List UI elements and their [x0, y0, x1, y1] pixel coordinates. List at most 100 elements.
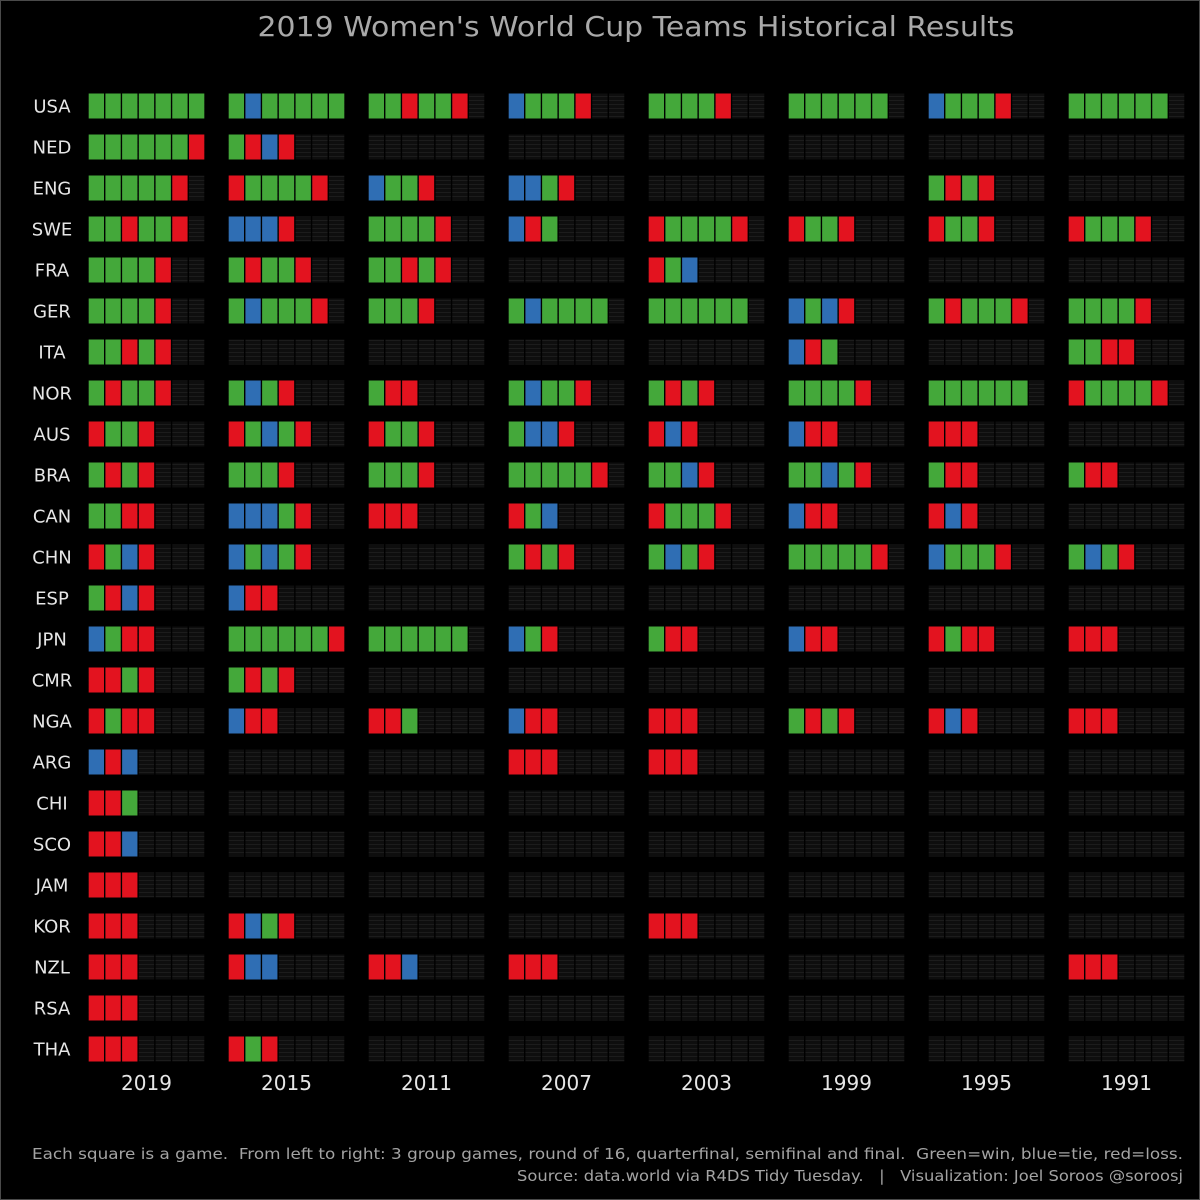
- empty-slot: [665, 585, 681, 611]
- game-square-loss: [262, 1036, 278, 1062]
- game-square-win: [648, 544, 665, 570]
- empty-slot: [608, 749, 625, 775]
- game-square-win: [122, 298, 138, 324]
- game-square-loss: [105, 585, 121, 611]
- empty-slot: [732, 995, 748, 1021]
- empty-slot: [1085, 257, 1101, 283]
- empty-slot: [312, 667, 328, 693]
- empty-slot: [542, 339, 558, 365]
- empty-slot: [715, 749, 731, 775]
- empty-slot: [822, 831, 838, 857]
- empty-slot: [138, 1036, 155, 1062]
- game-square-loss: [138, 503, 155, 529]
- empty-slot: [368, 667, 385, 693]
- empty-slot: [888, 749, 905, 775]
- empty-slot: [945, 585, 961, 611]
- game-square-win: [418, 626, 435, 652]
- empty-slot: [278, 954, 295, 980]
- team-label: FRA: [35, 261, 70, 282]
- empty-slot: [1012, 257, 1028, 283]
- game-square-loss: [262, 708, 278, 734]
- empty-slot: [435, 421, 451, 447]
- empty-slot: [822, 913, 838, 939]
- empty-slot: [592, 626, 608, 652]
- empty-slot: [1012, 421, 1028, 447]
- empty-slot: [592, 257, 608, 283]
- game-square-win: [1102, 544, 1118, 570]
- game-square-win: [542, 298, 558, 324]
- empty-slot: [592, 995, 608, 1021]
- game-square-loss: [262, 585, 278, 611]
- empty-slot: [468, 380, 485, 406]
- empty-slot: [172, 503, 188, 529]
- empty-slot: [452, 462, 468, 488]
- empty-slot: [188, 872, 205, 898]
- empty-slot: [978, 339, 995, 365]
- empty-slot: [575, 175, 591, 201]
- empty-slot: [558, 585, 575, 611]
- empty-slot: [805, 175, 821, 201]
- empty-slot: [838, 503, 855, 529]
- game-square-loss: [385, 954, 401, 980]
- game-square-win: [945, 216, 961, 242]
- year-label: 1995: [961, 1071, 1012, 1095]
- game-square-loss: [138, 544, 155, 570]
- game-square-loss: [368, 503, 385, 529]
- empty-slot: [452, 544, 468, 570]
- game-square-loss: [278, 134, 295, 160]
- empty-slot: [172, 913, 188, 939]
- empty-slot: [1135, 749, 1151, 775]
- game-square-win: [508, 462, 525, 488]
- empty-slot: [1028, 872, 1045, 898]
- game-square-win: [648, 380, 665, 406]
- game-square-win: [822, 380, 838, 406]
- empty-slot: [962, 872, 978, 898]
- empty-slot: [172, 380, 188, 406]
- game-square-loss: [928, 216, 945, 242]
- game-square-win: [542, 93, 558, 119]
- empty-slot: [748, 667, 765, 693]
- empty-slot: [368, 1036, 385, 1062]
- empty-slot: [698, 831, 715, 857]
- game-square-win: [278, 503, 295, 529]
- empty-slot: [715, 339, 731, 365]
- game-square-win: [1085, 93, 1101, 119]
- empty-slot: [402, 831, 418, 857]
- game-square-win: [1135, 93, 1151, 119]
- game-square-tie: [822, 298, 838, 324]
- game-square-loss: [665, 380, 681, 406]
- game-square-loss: [648, 749, 665, 775]
- game-square-loss: [188, 134, 205, 160]
- empty-slot: [1168, 872, 1185, 898]
- empty-slot: [1068, 1036, 1085, 1062]
- game-square-win: [138, 298, 155, 324]
- empty-slot: [525, 831, 541, 857]
- empty-slot: [295, 585, 311, 611]
- empty-slot: [1168, 298, 1185, 324]
- game-square-tie: [542, 503, 558, 529]
- empty-slot: [278, 790, 295, 816]
- game-square-win: [1068, 544, 1085, 570]
- game-square-loss: [278, 913, 295, 939]
- empty-slot: [888, 257, 905, 283]
- game-square-loss: [1068, 954, 1085, 980]
- empty-slot: [328, 913, 345, 939]
- empty-slot: [228, 790, 245, 816]
- game-square-win: [978, 93, 995, 119]
- game-square-win: [138, 175, 155, 201]
- empty-slot: [312, 421, 328, 447]
- empty-slot: [1135, 134, 1151, 160]
- empty-slot: [188, 462, 205, 488]
- game-square-tie: [928, 93, 945, 119]
- game-square-tie: [245, 954, 261, 980]
- game-square-loss: [105, 954, 121, 980]
- empty-slot: [1068, 749, 1085, 775]
- empty-slot: [995, 503, 1011, 529]
- empty-slot: [245, 749, 261, 775]
- empty-slot: [452, 503, 468, 529]
- empty-slot: [138, 913, 155, 939]
- empty-slot: [295, 995, 311, 1021]
- game-square-win: [228, 626, 245, 652]
- empty-slot: [542, 913, 558, 939]
